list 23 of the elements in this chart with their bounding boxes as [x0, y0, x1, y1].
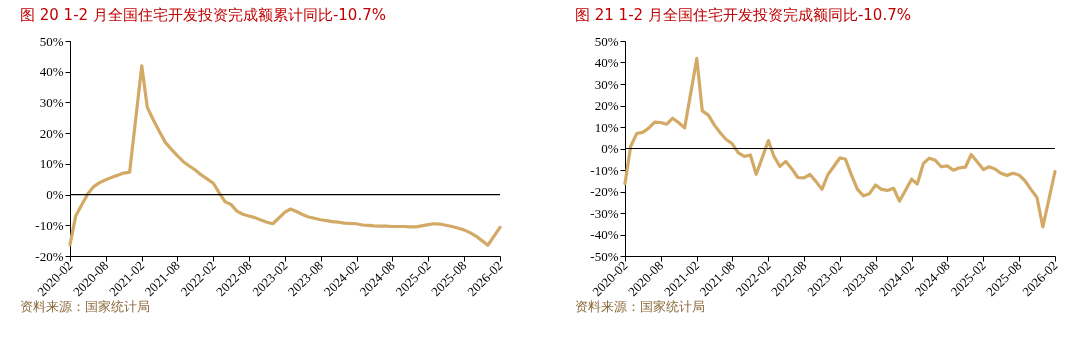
y-tick-label: 10%: [39, 156, 64, 172]
y-tick-label: -50%: [590, 248, 619, 264]
y-tick-label: 20%: [39, 125, 64, 141]
chart-title: 图 21 1-2 月全国住宅开发投资完成额同比-10.7%: [575, 6, 911, 24]
y-tick-label: 10%: [594, 119, 619, 135]
y-tick-label: 30%: [594, 76, 619, 92]
text: 资料来源：国家统计局: [575, 299, 705, 314]
y-tick-label: -10%: [590, 162, 619, 178]
y-tick-label: -20%: [35, 248, 64, 264]
y-tick-label: 50%: [39, 33, 64, 49]
y-tick-label: -10%: [35, 217, 64, 233]
text: 资料来源：国家统计局: [20, 299, 150, 314]
y-tick-label: 30%: [39, 94, 64, 110]
y-tick-label: -30%: [590, 205, 619, 221]
y-tick-label: -20%: [590, 184, 619, 199]
y-tick-label: 20%: [594, 98, 619, 113]
y-tick-label: 0%: [601, 141, 619, 156]
y-tick-label: 40%: [594, 55, 619, 70]
y-tick-label: 40%: [39, 64, 64, 80]
y-tick-label: -40%: [590, 227, 619, 242]
chart-title: 图 20 1-2 月全国住宅开发投资完成额累计同比-10.7%: [20, 6, 386, 24]
y-tick-label: 50%: [594, 33, 619, 49]
y-tick-label: 0%: [46, 187, 64, 203]
